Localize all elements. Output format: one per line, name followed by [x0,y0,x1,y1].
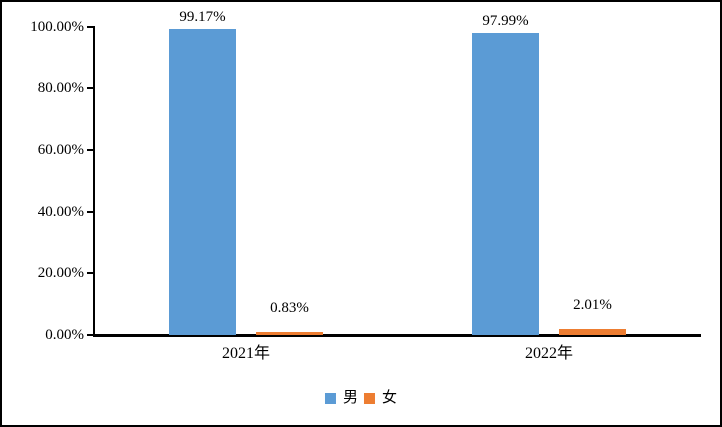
y-tick-mark [87,272,94,275]
y-tick-label: 20.00% [37,265,84,282]
bar-女-2021年 [256,332,323,335]
x-axis-line [93,334,701,337]
y-tick-label: 60.00% [37,141,84,158]
legend: 男女 [324,390,397,406]
y-tick-mark [87,148,94,151]
legend-swatch-男 [324,392,336,404]
bar-男-2021年 [169,29,236,335]
legend-swatch-女 [364,392,375,404]
legend-label: 女 [382,390,398,406]
y-tick-mark [87,87,94,90]
legend-item-男: 男 [324,390,358,406]
bar-女-2022年 [559,328,626,335]
y-tick-mark [87,25,94,28]
bar-男-2022年 [472,32,539,335]
x-axis-label: 2021年 [221,345,271,362]
data-label-女-2022年: 2.01% [573,296,612,313]
data-label-女-2021年: 0.83% [270,300,309,317]
y-tick-label: 100.00% [30,18,84,35]
y-tick-mark [87,210,94,213]
y-tick-label: 80.00% [37,80,84,97]
data-label-男-2021年: 99.17% [179,9,226,26]
y-tick-label: 0.00% [45,327,84,343]
legend-item-女: 女 [364,390,397,406]
legend-label: 男 [342,390,358,406]
y-axis-line [93,26,95,336]
y-tick-label: 40.00% [37,203,84,220]
data-label-男-2022年: 97.99% [482,12,529,29]
y-tick-mark [87,334,94,336]
x-axis-label: 2022年 [524,345,574,362]
